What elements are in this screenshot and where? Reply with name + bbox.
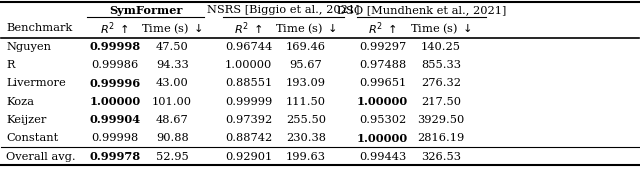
Text: 326.53: 326.53: [421, 152, 461, 162]
Text: 276.32: 276.32: [421, 78, 461, 88]
Text: 101.00: 101.00: [152, 97, 192, 107]
Text: 193.09: 193.09: [286, 78, 326, 88]
Text: 0.99297: 0.99297: [359, 42, 406, 52]
Text: SymFormer: SymFormer: [109, 5, 182, 16]
Text: 0.99999: 0.99999: [225, 97, 272, 107]
Text: 0.99998: 0.99998: [91, 133, 138, 143]
Text: 255.50: 255.50: [286, 115, 326, 125]
Text: 1.00000: 1.00000: [357, 96, 408, 107]
Text: 0.95302: 0.95302: [359, 115, 406, 125]
Text: Overall avg.: Overall avg.: [6, 152, 76, 162]
Text: Koza: Koza: [6, 97, 35, 107]
Text: Time (s) $\downarrow$: Time (s) $\downarrow$: [141, 21, 204, 36]
Text: 0.92901: 0.92901: [225, 152, 272, 162]
Text: 230.38: 230.38: [286, 133, 326, 143]
Text: 90.88: 90.88: [156, 133, 189, 143]
Text: Livermore: Livermore: [6, 78, 66, 88]
Text: Nguyen: Nguyen: [6, 42, 51, 52]
Text: 199.63: 199.63: [286, 152, 326, 162]
Text: 0.99986: 0.99986: [91, 60, 138, 70]
Text: Time (s) $\downarrow$: Time (s) $\downarrow$: [410, 21, 472, 36]
Text: 0.88742: 0.88742: [225, 133, 272, 143]
Text: 95.67: 95.67: [290, 60, 323, 70]
Text: Keijzer: Keijzer: [6, 115, 47, 125]
Text: 111.50: 111.50: [286, 97, 326, 107]
Text: 217.50: 217.50: [421, 97, 461, 107]
Text: 1.00000: 1.00000: [357, 133, 408, 144]
Text: Benchmark: Benchmark: [6, 23, 73, 33]
Text: $R^2$ $\uparrow$: $R^2$ $\uparrow$: [100, 20, 129, 37]
Text: Time (s) $\downarrow$: Time (s) $\downarrow$: [275, 21, 337, 36]
Text: 2816.19: 2816.19: [417, 133, 465, 143]
Text: 0.99443: 0.99443: [359, 152, 406, 162]
Text: $R^2$ $\uparrow$: $R^2$ $\uparrow$: [234, 20, 263, 37]
Text: 169.46: 169.46: [286, 42, 326, 52]
Text: 0.97488: 0.97488: [359, 60, 406, 70]
Text: 52.95: 52.95: [156, 152, 189, 162]
Text: 1.00000: 1.00000: [89, 96, 140, 107]
Text: 3929.50: 3929.50: [417, 115, 465, 125]
Text: 0.97392: 0.97392: [225, 115, 272, 125]
Text: Constant: Constant: [6, 133, 59, 143]
Text: 855.33: 855.33: [421, 60, 461, 70]
Text: 0.88551: 0.88551: [225, 78, 272, 88]
Text: 47.50: 47.50: [156, 42, 189, 52]
Text: 48.67: 48.67: [156, 115, 189, 125]
Text: NSRS [Biggio et al., 2021]: NSRS [Biggio et al., 2021]: [207, 5, 360, 15]
Text: $R^2$ $\uparrow$: $R^2$ $\uparrow$: [368, 20, 397, 37]
Text: 43.00: 43.00: [156, 78, 189, 88]
Text: 0.96744: 0.96744: [225, 42, 272, 52]
Text: 140.25: 140.25: [421, 42, 461, 52]
Text: 0.99978: 0.99978: [89, 151, 140, 162]
Text: 0.99996: 0.99996: [89, 78, 140, 89]
Text: DSO [Mundhenk et al., 2021]: DSO [Mundhenk et al., 2021]: [337, 5, 506, 15]
Text: 0.99998: 0.99998: [89, 41, 140, 52]
Text: 0.99904: 0.99904: [89, 114, 140, 125]
Text: 1.00000: 1.00000: [225, 60, 272, 70]
Text: R: R: [6, 60, 15, 70]
Text: 0.99651: 0.99651: [359, 78, 406, 88]
Text: 94.33: 94.33: [156, 60, 189, 70]
